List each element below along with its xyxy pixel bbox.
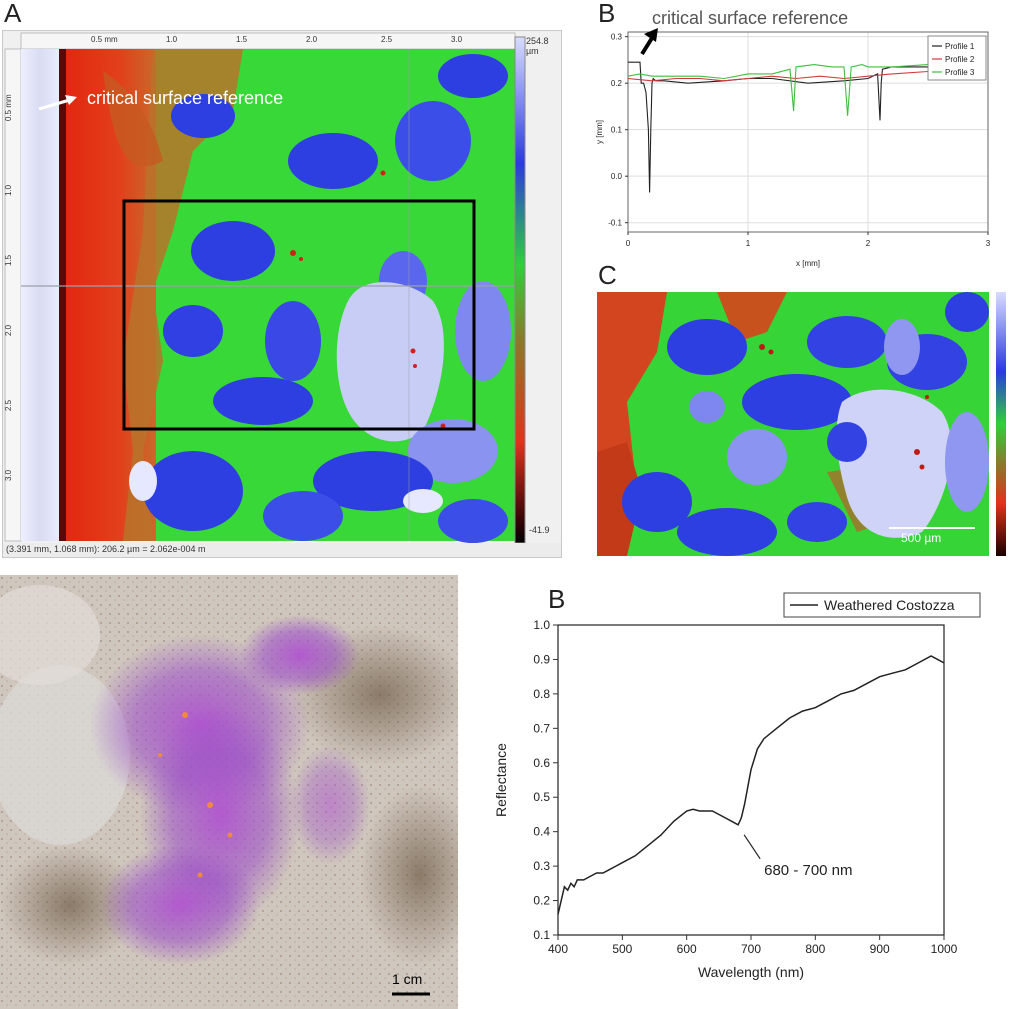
annotation-leader <box>743 834 761 860</box>
y-tick-label: 0.9 <box>533 652 550 666</box>
y-tick-label: 0.1 <box>533 928 550 942</box>
zoom-color-scale <box>996 292 1006 556</box>
x-tick-label: 2 <box>866 239 871 248</box>
color-scale-bar <box>514 36 526 544</box>
status-bar-text: (3.391 mm, 1.068 mm): 206.2 µm = 2.062e-… <box>6 544 206 554</box>
series-line-2 <box>627 70 929 82</box>
top-ruler-tick: 0.5 mm <box>91 35 118 44</box>
legend-label: Weathered Costozza <box>824 597 955 613</box>
profile-annotation: critical surface reference <box>652 8 848 28</box>
y-tick-label: 0.3 <box>611 32 623 41</box>
x-tick-label: 1 <box>746 239 751 248</box>
series-line-1 <box>628 61 928 193</box>
y-tick-label: 0.8 <box>533 687 550 701</box>
y-tick-label: -0.1 <box>608 218 622 227</box>
annotation-arrow-head <box>644 28 658 42</box>
y-tick-label: 0.3 <box>533 859 550 873</box>
x-tick-label: 700 <box>741 942 761 956</box>
x-tick-label: 500 <box>612 942 632 956</box>
x-tick-label: 600 <box>677 942 697 956</box>
y-tick-label: 0.5 <box>533 790 550 804</box>
top-ruler-tick: 2.0 <box>306 35 318 44</box>
panel-letter-b-bottom: B <box>548 584 566 614</box>
left-ruler-tick: 2.0 <box>4 324 13 336</box>
height-map-svg <box>3 32 561 557</box>
x-tick-label: 400 <box>548 942 568 956</box>
top-ruler-tick: 3.0 <box>451 35 463 44</box>
annotation-arrow <box>38 95 77 111</box>
x-tick-label: 1000 <box>931 942 958 956</box>
panel-letter-b-top: B <box>598 0 616 28</box>
y-tick-label: 0.2 <box>533 894 550 908</box>
legend-box <box>927 35 987 81</box>
x-tick-label: 0 <box>626 239 631 248</box>
plot-frame <box>557 624 945 936</box>
left-ruler-tick: 0.5 mm <box>4 94 13 121</box>
series-line-3 <box>627 64 929 116</box>
x-tick-label: 800 <box>805 942 825 956</box>
panel-letter-c: C <box>598 260 617 290</box>
scale-min-label: -41.9 <box>529 525 550 535</box>
top-ruler-tick: 1.0 <box>166 35 178 44</box>
height-map-image <box>21 49 515 543</box>
legend-label: Profile 2 <box>945 55 975 64</box>
series-line-1 <box>557 655 945 915</box>
y-tick-label: 0.1 <box>611 125 623 134</box>
spectrum-annotation: 680 - 700 nm <box>764 862 852 879</box>
photo-scale-bar-label: 1 cm <box>392 971 423 987</box>
legend-label: Profile 3 <box>945 68 975 77</box>
left-ruler-tick: 1.0 <box>4 184 13 196</box>
y-tick-label: 0.0 <box>611 172 623 181</box>
top-ruler-tick: 1.5 <box>236 35 248 44</box>
x-tick-label: 900 <box>870 942 890 956</box>
x-axis-label: x [mm] <box>796 259 820 268</box>
plot-frame <box>627 31 989 233</box>
y-axis-label: y [mm] <box>595 120 604 144</box>
x-tick-label: 3 <box>986 239 991 248</box>
y-tick-label: 0.4 <box>533 825 550 839</box>
fluorescence-photo: 1 cm <box>0 575 458 1009</box>
y-tick-label: 0.6 <box>533 756 550 770</box>
x-axis-label: Wavelength (nm) <box>698 964 804 980</box>
y-axis-label: Reflectance <box>493 743 509 817</box>
y-tick-label: 0.2 <box>611 79 623 88</box>
profile-chart: 0 1 2 3 -0.1 0.0 0.1 0.2 0.3 x [mm] y [mm] Profile … <box>595 8 991 268</box>
panel-letter-a-top: A <box>4 0 22 28</box>
left-ruler-tick: 2.5 <box>4 399 13 411</box>
height-map-window: 0.5 mm 1.0 1.5 2.0 2.5 3.0 0.5 mm 1.0 1.5 2.0 2.5… <box>2 30 562 558</box>
scale-max-label: 254.8 µm <box>526 36 549 56</box>
left-ruler-tick: 3.0 <box>4 469 13 481</box>
top-ruler-tick: 2.5 <box>381 35 393 44</box>
left-ruler-tick: 1.5 <box>4 254 13 266</box>
surface-reference-annotation: critical surface reference <box>87 88 284 108</box>
zoom-map-svg <box>597 292 989 556</box>
y-tick-label: 0.7 <box>533 721 550 735</box>
reflectance-chart: 400 500 600 700 800 900 1000 0.1 0.2 0.3 0.4 0.5 0.6… <box>493 592 981 980</box>
y-tick-label: 1.0 <box>533 618 550 632</box>
fluorescence-photo-svg <box>0 575 458 1009</box>
annotation-arrow <box>640 36 654 56</box>
selection-rectangle[interactable] <box>122 199 476 431</box>
zoom-scale-bar-label: 500 µm <box>901 531 942 545</box>
legend-label: Profile 1 <box>945 42 975 51</box>
zoom-height-map: 500 µm <box>597 292 989 556</box>
left-ruler <box>4 48 22 542</box>
